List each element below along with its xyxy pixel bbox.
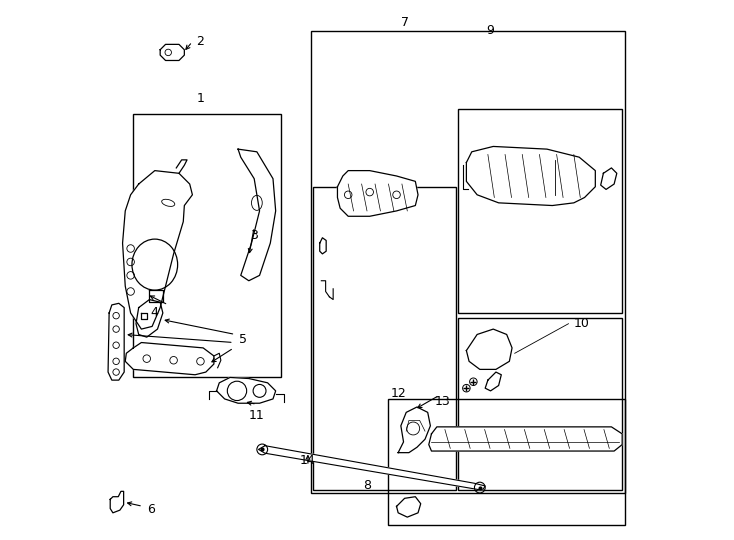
Polygon shape [338, 171, 418, 217]
Polygon shape [108, 303, 124, 380]
Polygon shape [485, 372, 501, 391]
Polygon shape [123, 171, 192, 329]
Text: 8: 8 [363, 480, 371, 492]
Polygon shape [126, 342, 214, 375]
Polygon shape [238, 149, 276, 281]
Polygon shape [398, 407, 430, 453]
Polygon shape [110, 491, 123, 513]
Bar [313, 187, 456, 490]
Text: 10: 10 [574, 317, 590, 330]
Bar [134, 114, 281, 377]
Text: 11: 11 [249, 409, 265, 422]
Text: 5: 5 [239, 333, 247, 346]
Bar [458, 319, 622, 490]
Polygon shape [429, 427, 622, 451]
Text: 13: 13 [435, 395, 450, 408]
Polygon shape [600, 168, 617, 190]
Text: 12: 12 [390, 387, 406, 400]
Polygon shape [466, 329, 512, 369]
Bar [458, 109, 622, 313]
Text: 1: 1 [197, 92, 204, 105]
Text: 3: 3 [250, 228, 258, 241]
Text: 6: 6 [147, 503, 155, 516]
Polygon shape [136, 300, 163, 337]
Bar [388, 399, 625, 525]
Polygon shape [258, 446, 485, 490]
Text: 14: 14 [300, 454, 316, 467]
Polygon shape [396, 497, 421, 517]
Polygon shape [320, 238, 326, 254]
Text: 4: 4 [151, 307, 159, 320]
Polygon shape [217, 377, 276, 403]
Text: 9: 9 [487, 24, 495, 37]
Text: 7: 7 [401, 16, 409, 29]
Polygon shape [160, 44, 184, 60]
Bar [310, 31, 625, 493]
Polygon shape [466, 146, 595, 206]
Text: 2: 2 [197, 35, 204, 48]
